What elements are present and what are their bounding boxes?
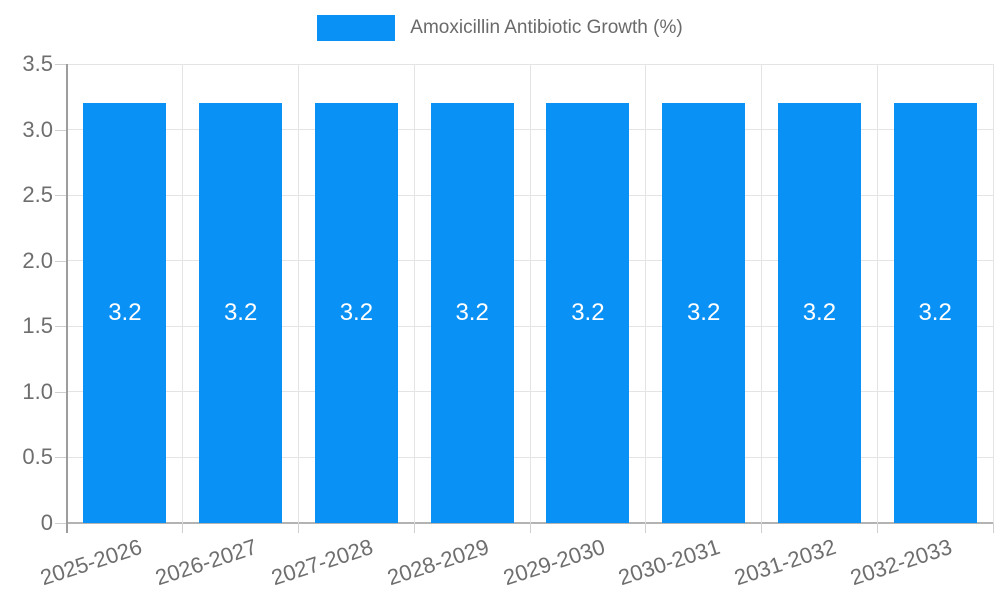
y-tick [55,523,67,524]
bar-value-label: 3.2 [455,299,489,327]
bar-2032-2033[interactable] [893,103,977,523]
y-tick-label: 0.5 [22,444,53,470]
x-tick-label: 2029-2030 [499,534,608,591]
y-tick [55,195,67,197]
y-tick-label: 1.0 [22,378,53,404]
bar-2025-2026[interactable] [83,103,167,523]
bar-2031-2032[interactable] [777,103,861,523]
bar-value-label: 3.2 [108,299,142,327]
y-tick-label: 2.0 [22,247,53,273]
y-tick [55,457,67,459]
x-tick [876,523,878,533]
legend-label: Amoxicillin Antibiotic Growth (%) [410,17,683,38]
y-axis-line [66,64,68,533]
x-tick [298,523,299,533]
x-tick-label: 2026-2027 [152,534,261,591]
bar-value-label: 3.2 [571,299,605,327]
y-tick-label: 1.5 [22,313,53,339]
y-tick [55,129,67,131]
bar-2030-2031[interactable] [662,103,746,523]
bar-2028-2029[interactable] [430,103,514,523]
y-tick-label: 3.5 [22,51,53,76]
y-tick-label: 2.5 [22,182,53,208]
x-tick-label: 2031-2032 [731,534,840,591]
legend[interactable]: Amoxicillin Antibiotic Growth (%) [0,15,1000,41]
x-tick-label: 2027-2028 [268,534,377,591]
y-tick [55,391,67,393]
bar-2027-2028[interactable] [314,103,398,523]
x-tick [529,523,531,533]
x-tick [413,523,415,533]
x-tick-label: 2030-2031 [615,534,724,591]
x-tick-label: 2025-2026 [36,534,145,591]
legend-swatch-icon [317,15,396,41]
bar-2029-2030[interactable] [546,103,630,523]
y-tick [55,326,67,328]
x-tick-label: 2032-2033 [847,534,955,591]
y-tick-label: 0 [40,510,53,535]
y-tick [55,64,67,65]
bar-value-label: 3.2 [918,299,952,327]
x-gridline [645,64,647,523]
x-tick [992,523,994,533]
bar-value-label: 3.2 [686,299,721,327]
x-gridline [182,64,184,523]
bar-value-label: 3.2 [339,299,374,327]
x-gridline [298,64,299,523]
bar-2026-2027[interactable] [199,103,283,523]
bar-value-label: 3.2 [223,299,258,327]
x-tick [645,523,647,533]
x-tick [761,523,762,533]
bar-value-label: 3.2 [802,299,837,327]
x-gridline [529,64,531,523]
y-tick-label: 3.0 [22,116,53,142]
x-gridline [876,64,878,523]
x-gridline [413,64,415,523]
y-tick [55,260,67,262]
x-tick [182,523,184,533]
x-gridline [761,64,762,523]
x-tick-label: 2028-2029 [384,534,492,591]
x-gridline [992,64,994,523]
